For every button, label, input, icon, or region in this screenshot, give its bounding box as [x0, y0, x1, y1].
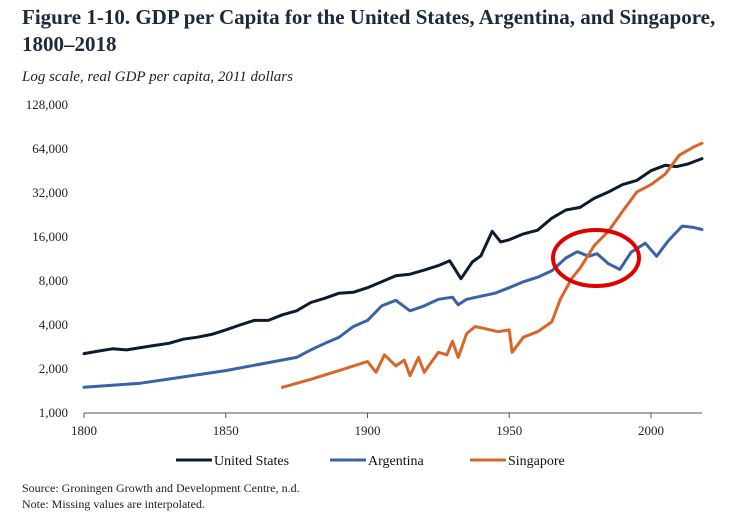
chart-title: Figure 1-10. GDP per Capita for the Unit… — [22, 5, 716, 56]
x-tick-label: 1950 — [496, 423, 522, 438]
chart-notes: Source: Groningen Growth and Development… — [22, 480, 300, 512]
x-tick-label: 1800 — [71, 423, 97, 438]
legend-label-singapore: Singapore — [508, 454, 565, 469]
y-tick-label: 2,000 — [39, 361, 68, 376]
chart-series — [82, 141, 704, 389]
series-line-argentina — [82, 224, 704, 389]
chart-subtitle: Log scale, real GDP per capita, 2011 dol… — [22, 69, 293, 85]
chart-legend: United States Argentina Singapore — [176, 454, 565, 469]
y-tick-label: 32,000 — [32, 185, 68, 200]
highlight-circle-annotation — [551, 228, 641, 288]
y-tick-label: 8,000 — [39, 273, 68, 288]
y-tick-label: 16,000 — [32, 229, 68, 244]
series-line-united-states — [82, 157, 704, 356]
x-tick-label: 2000 — [638, 423, 664, 438]
y-tick-label: 64,000 — [32, 141, 68, 156]
x-tick-label: 1900 — [354, 423, 380, 438]
y-tick-label: 128,000 — [26, 97, 68, 112]
chart-axes: 1,000 2,000 4,000 8,000 16,000 32,000 64,000 12… — [26, 97, 702, 438]
legend-label-united-states: United States — [214, 454, 289, 469]
y-tick-label: 1,000 — [39, 405, 68, 420]
x-tick-label: 1850 — [213, 423, 239, 438]
missing-values-note: Note: Missing values are interpolated. — [22, 497, 205, 511]
y-tick-label: 4,000 — [39, 317, 68, 332]
source-note: Source: Groningen Growth and Development… — [22, 481, 300, 495]
legend-label-argentina: Argentina — [368, 454, 425, 469]
series-line-singapore — [280, 141, 704, 389]
